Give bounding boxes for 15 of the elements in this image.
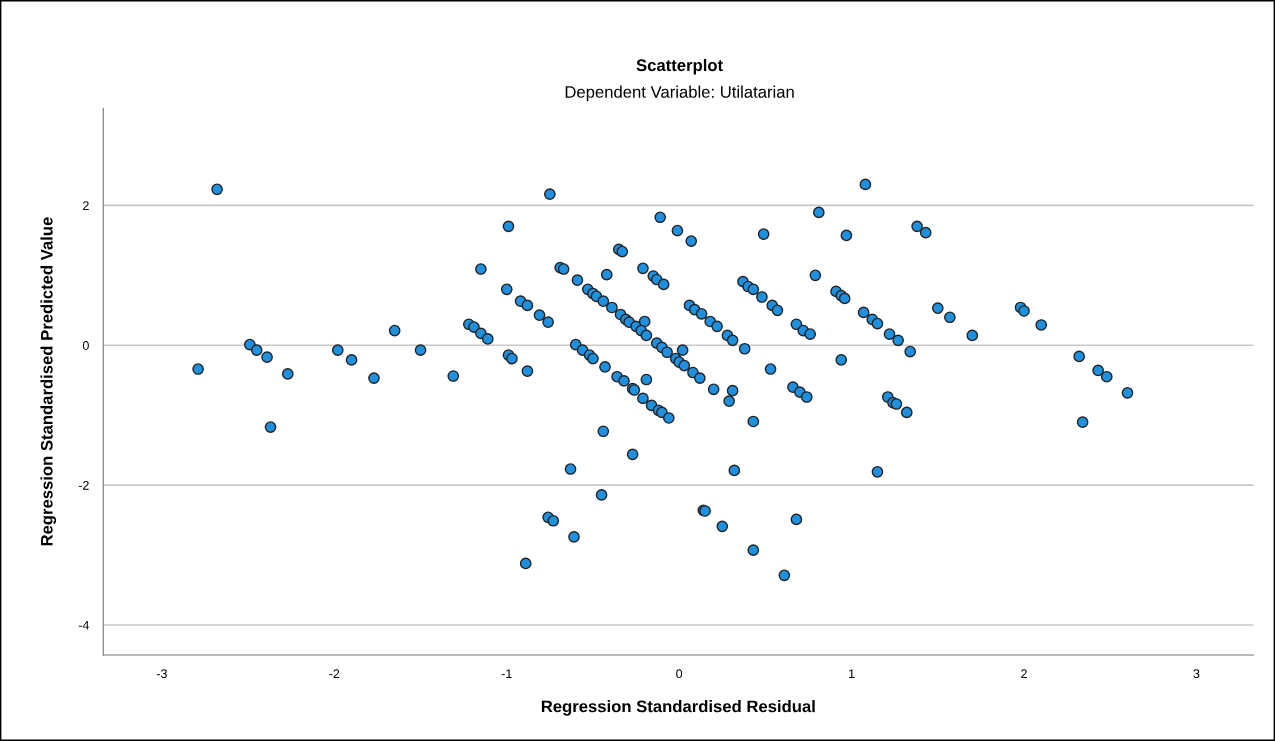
x-tick-label: 2 <box>1021 669 1027 678</box>
x-tick-label: 1 <box>849 669 855 678</box>
x-tick-label: 0 <box>676 669 683 679</box>
x-tick-label: -2 <box>329 669 340 678</box>
y-tick-label: -4 <box>78 620 90 630</box>
x-tick-label: 3 <box>1193 669 1200 679</box>
x-axis-title: Regression Standardised Residual <box>541 700 815 716</box>
y-tick-label: 2 <box>83 201 89 210</box>
y-tick-label: 0 <box>82 341 89 350</box>
chart-title: Scatterplot <box>636 58 723 75</box>
x-tick-label: -3 <box>156 669 167 679</box>
x-tick-label: -1 <box>501 669 512 678</box>
y-tick-label: -2 <box>78 480 89 490</box>
y-axis-title: Regression Standardised Predicted Value <box>40 217 57 546</box>
chart-subtitle: Dependent Variable: Utilatarian <box>565 85 794 102</box>
